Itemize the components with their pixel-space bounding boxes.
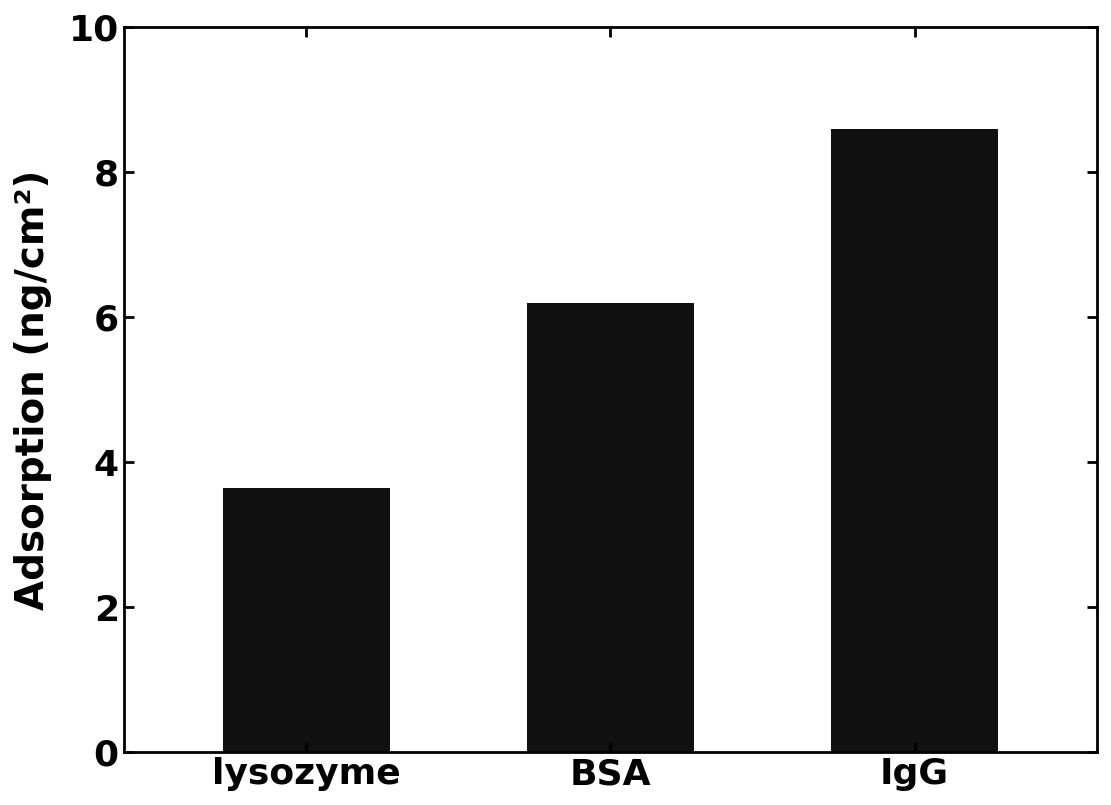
Y-axis label: Adsorption (ng/cm²): Adsorption (ng/cm²) bbox=[14, 170, 52, 610]
Bar bbox=[831, 129, 999, 752]
Bar bbox=[222, 488, 390, 752]
Bar bbox=[527, 303, 694, 752]
